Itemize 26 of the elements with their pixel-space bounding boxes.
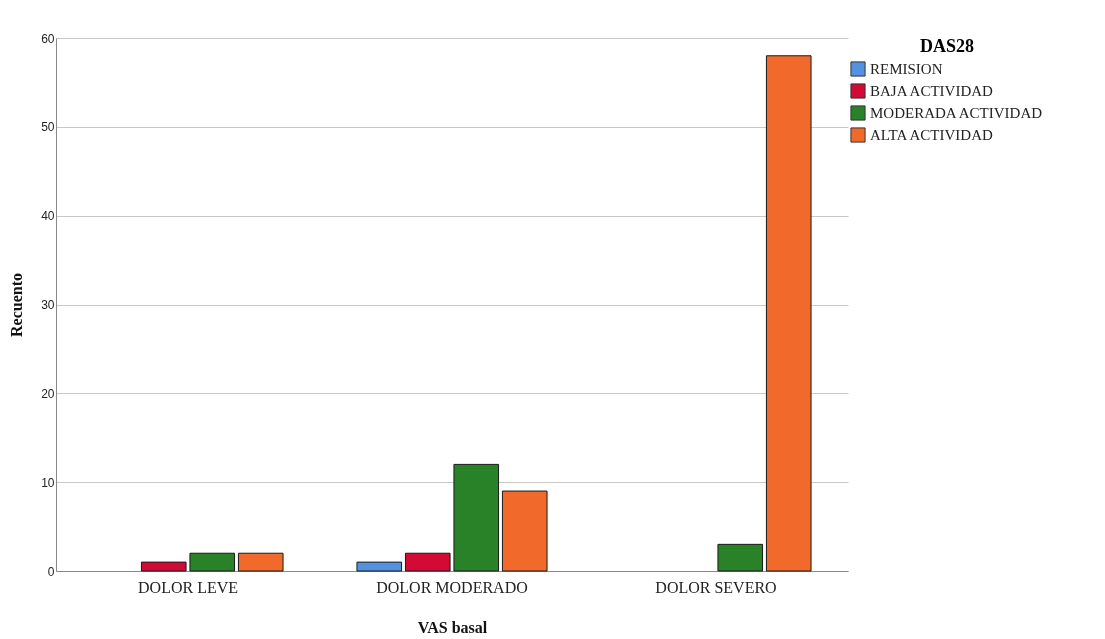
bar — [140, 561, 187, 572]
bar — [717, 543, 764, 572]
legend-label: REMISION — [870, 61, 943, 77]
bar — [501, 490, 548, 572]
x-tick-label: DOLOR MODERADO — [376, 578, 528, 596]
x-axis-title: VAS basal — [417, 618, 488, 636]
bar — [404, 552, 451, 572]
y-tick-label: 0 — [47, 564, 55, 579]
bar — [356, 561, 403, 572]
y-tick-label: 30 — [41, 298, 55, 312]
bar — [237, 552, 284, 572]
legend-label: ALTA ACTIVIDAD — [870, 127, 993, 143]
bar — [189, 552, 236, 572]
x-tick-label: DOLOR LEVE — [138, 578, 238, 596]
legend-label: BAJA ACTIVIDAD — [870, 83, 994, 99]
y-tick-label: 10 — [41, 475, 55, 490]
bar — [765, 55, 812, 572]
y-tick-label: 20 — [41, 386, 55, 401]
y-tick-label: 50 — [41, 120, 55, 135]
y-tick-label: 60 — [41, 31, 55, 46]
x-tick-label: DOLOR SEVERO — [655, 578, 777, 596]
y-axis-title: Recuento — [8, 273, 26, 337]
legend-title: DAS28 — [919, 36, 975, 56]
y-tick-label: 40 — [41, 209, 55, 224]
legend-label: MODERADA ACTIVIDAD — [870, 105, 1043, 121]
bar — [453, 463, 500, 572]
